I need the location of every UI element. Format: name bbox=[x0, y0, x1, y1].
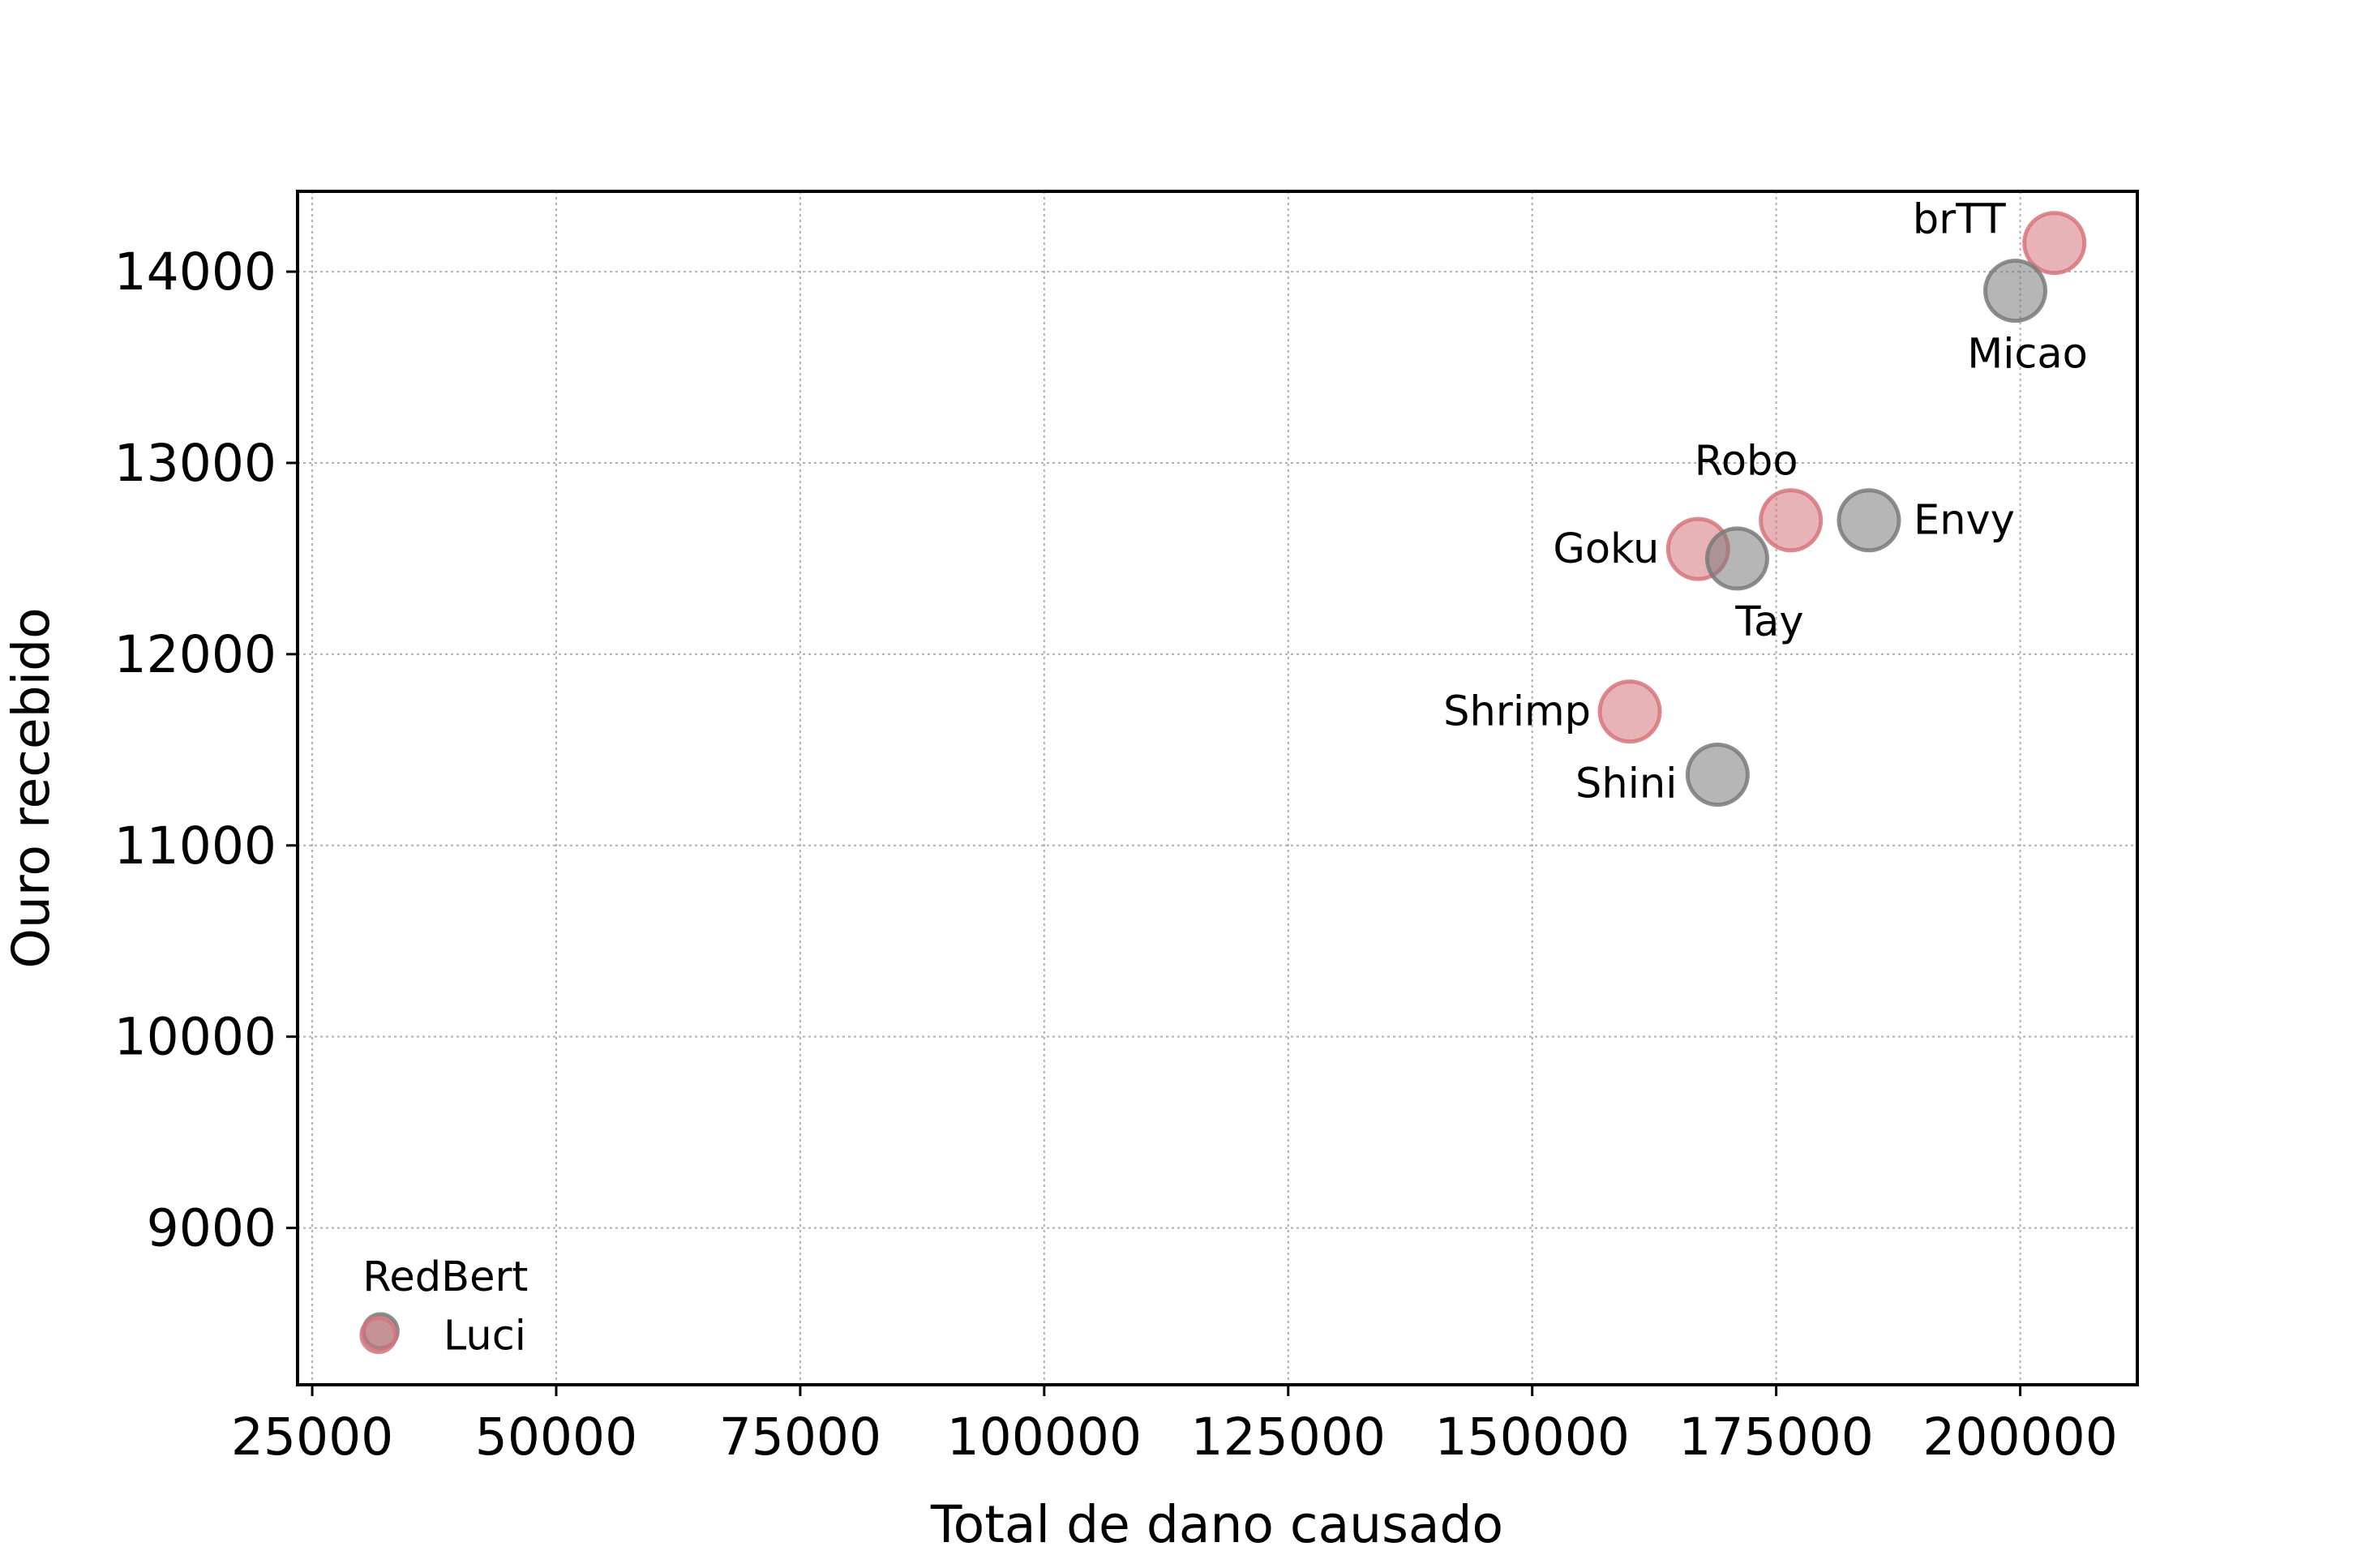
point-label-luci: Luci bbox=[444, 1313, 526, 1360]
point-shrimp bbox=[1597, 679, 1662, 744]
x-axis-title: Total de dano causado bbox=[930, 1495, 1503, 1554]
point-tay bbox=[1704, 526, 1769, 591]
point-label-brtt: brTT bbox=[1913, 196, 2007, 244]
x-tick-label: 75000 bbox=[719, 1407, 881, 1467]
y-tick-label: 14000 bbox=[114, 242, 276, 302]
point-label-micao: Micao bbox=[1967, 331, 2088, 379]
x-tick-label: 100000 bbox=[947, 1407, 1142, 1467]
x-tick-label: 175000 bbox=[1678, 1407, 1874, 1467]
point-label-shini: Shini bbox=[1575, 760, 1677, 808]
point-label-shrimp: Shrimp bbox=[1443, 688, 1591, 736]
plot-frame bbox=[296, 190, 2139, 1386]
point-robo bbox=[1759, 488, 1824, 553]
point-envy bbox=[1837, 488, 1901, 553]
point-brtt bbox=[2022, 211, 2087, 276]
y-axis-title: Ouro recebido bbox=[2, 607, 61, 968]
point-labels: brTT Micao Robo Envy Goku Tay Shrimp Shini RedBe… bbox=[362, 196, 2088, 1360]
x-tick-label: 125000 bbox=[1191, 1407, 1387, 1467]
x-tick-label: 25000 bbox=[231, 1407, 393, 1467]
x-tick-label: 150000 bbox=[1434, 1407, 1630, 1467]
point-label-tay: Tay bbox=[1734, 598, 1803, 646]
point-micao bbox=[1983, 259, 2048, 323]
point-label-robo: Robo bbox=[1695, 438, 1798, 486]
data-points bbox=[359, 211, 2087, 1355]
point-label-redbert: RedBert bbox=[362, 1253, 528, 1301]
x-tick-label: 50000 bbox=[475, 1407, 637, 1467]
axis-ticks: 25000 50000 75000 100000 125000 150000 175000 2… bbox=[114, 242, 2118, 1467]
y-tick-label: 13000 bbox=[114, 434, 276, 493]
point-label-goku: Goku bbox=[1553, 525, 1659, 573]
y-tick-label: 11000 bbox=[114, 816, 276, 876]
grid bbox=[298, 191, 2137, 1385]
point-luci bbox=[359, 1316, 398, 1355]
y-tick-label: 12000 bbox=[114, 625, 276, 684]
y-tick-label: 10000 bbox=[114, 1008, 276, 1067]
point-shini bbox=[1685, 742, 1750, 807]
x-tick-label: 200000 bbox=[1922, 1407, 2118, 1467]
point-label-envy: Envy bbox=[1914, 497, 2015, 545]
y-tick-label: 9000 bbox=[147, 1199, 276, 1258]
